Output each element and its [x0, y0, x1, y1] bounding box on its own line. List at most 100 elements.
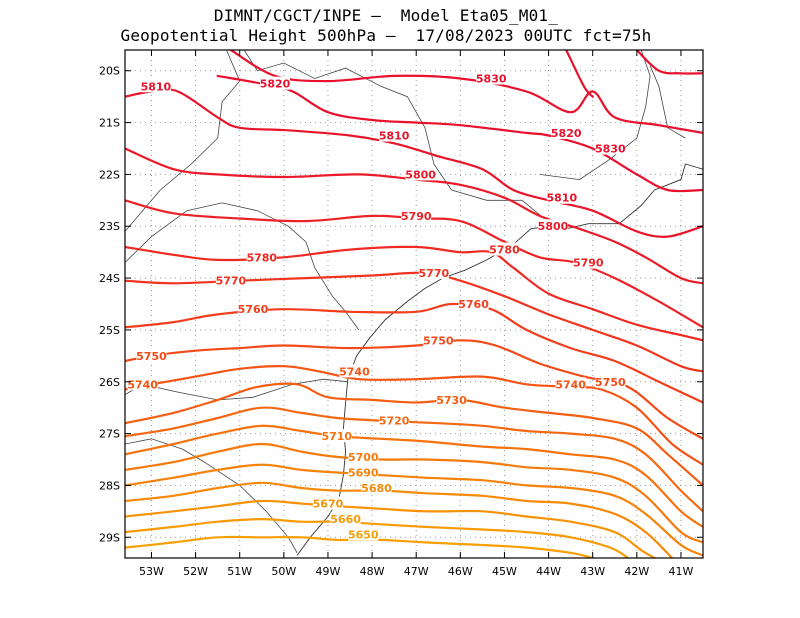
contour-label-bg [348, 527, 379, 541]
lat-tick-label: 26S [99, 376, 120, 389]
contour-label-bg [379, 128, 410, 142]
lat-tick-label: 22S [99, 168, 120, 181]
contour-label-bg [348, 465, 379, 479]
latitude-labels: 20S 21S 22S 23S 24S 25S 26S 27S 28S 29S [99, 65, 120, 545]
contour-5690 [125, 463, 703, 557]
state-boundary [243, 50, 545, 219]
contour-label-bg [458, 297, 489, 310]
contour-label-bg [401, 208, 432, 222]
contour-label-bg [418, 265, 449, 279]
contour-label-bg [246, 250, 277, 264]
contour-label: 5780 [489, 244, 520, 257]
lon-tick-label: 52W [183, 565, 208, 578]
contour-label-bg [361, 481, 392, 495]
contour-label: 5750 [595, 376, 626, 389]
contour-label-bg [595, 374, 626, 388]
contour-label: 5830 [476, 73, 507, 86]
contour-label-bg [555, 377, 586, 391]
lat-tick-label: 27S [99, 428, 120, 441]
contour-label-bg [436, 392, 467, 406]
lon-tick-label: 50W [271, 565, 296, 578]
contour-5820 [216, 74, 703, 193]
contour-lines [125, 50, 703, 558]
contour-label: 5710 [321, 430, 352, 443]
contour-label-bg [127, 377, 158, 391]
contour-label-bg [237, 302, 268, 316]
lat-tick-label: 24S [99, 272, 120, 285]
contour-5700 [125, 442, 703, 544]
contour-label-bg [537, 219, 568, 233]
contour-5800 [125, 147, 703, 285]
contour-label-bg [551, 125, 582, 139]
contour-5770 [125, 271, 703, 373]
contour-label: 5660 [330, 513, 361, 526]
contour-5750 [125, 339, 703, 440]
state-boundary [125, 438, 298, 553]
contour-5670 [125, 499, 656, 558]
contour-label: 5740 [127, 378, 158, 391]
contour-label-bg [140, 79, 171, 93]
contour-label-bg [321, 429, 352, 443]
contour-5810 [125, 88, 703, 238]
contour-label: 5750 [423, 334, 454, 347]
lon-tick-label: 45W [492, 565, 517, 578]
state-boundary [649, 65, 686, 139]
contour-5680 [125, 481, 674, 558]
contour-label: 5770 [216, 275, 247, 288]
lon-tick-label: 44W [536, 565, 561, 578]
contour-label: 5700 [348, 451, 379, 464]
contour-label-bg [573, 255, 604, 269]
contour-label: 5650 [348, 529, 379, 542]
contour-label: 5830 [595, 142, 626, 155]
lon-tick-label: 43W [580, 565, 605, 578]
land-boundaries [125, 50, 703, 556]
contour-label-bg [423, 333, 454, 347]
lon-tick-label: 48W [360, 565, 385, 578]
contour-5740 [125, 365, 703, 466]
contour-label: 5810 [141, 80, 172, 93]
contour-label-bg [260, 76, 291, 90]
contour-5830 [565, 50, 594, 98]
contour-5710 [125, 424, 703, 528]
contour-label: 5800 [405, 168, 436, 181]
contour-label-bg [489, 242, 520, 256]
contour-label: 5820 [260, 78, 291, 91]
contour-label-bg [136, 348, 167, 362]
contour-label: 5790 [573, 257, 604, 270]
contour-label: 5770 [419, 267, 450, 280]
contour-label-bg [330, 512, 361, 526]
contour-5830 [229, 50, 703, 134]
contour-label: 5690 [348, 466, 379, 479]
contour-label: 5680 [361, 482, 392, 495]
contour-label: 5820 [551, 127, 582, 140]
lon-tick-label: 51W [227, 565, 252, 578]
lat-tick-label: 21S [99, 117, 120, 130]
contour-label: 5810 [379, 130, 410, 143]
contour-label-bg [339, 364, 370, 378]
contour-5720 [125, 406, 703, 513]
contour-label: 5780 [246, 251, 277, 264]
contour-label: 5740 [339, 365, 370, 378]
contour-labels: 5830 5830 5820 5820 5810 5810 5810 5800 5800 5790… [127, 71, 626, 542]
contour-label-bg [405, 167, 436, 181]
contour-5760 [125, 302, 703, 404]
contour-label-bg [476, 71, 507, 85]
grid-lines [125, 50, 703, 558]
lon-tick-label: 42W [624, 565, 649, 578]
lat-tick-label: 29S [99, 531, 120, 544]
contour-label-bg [348, 449, 379, 463]
contour-5780 [125, 245, 703, 342]
lat-tick-label: 25S [99, 324, 120, 337]
state-boundary [125, 50, 241, 232]
lat-tick-label: 28S [99, 479, 120, 492]
contour-label-bg [312, 496, 343, 510]
contour-label: 5730 [436, 394, 467, 407]
contour-label: 5760 [238, 303, 269, 316]
contour-label: 5760 [458, 298, 489, 311]
contour-5790 [125, 199, 703, 329]
lon-tick-label: 53W [139, 565, 164, 578]
contour-label: 5810 [546, 192, 577, 205]
lat-tick-label: 23S [99, 220, 120, 233]
contour-5660 [125, 518, 630, 558]
